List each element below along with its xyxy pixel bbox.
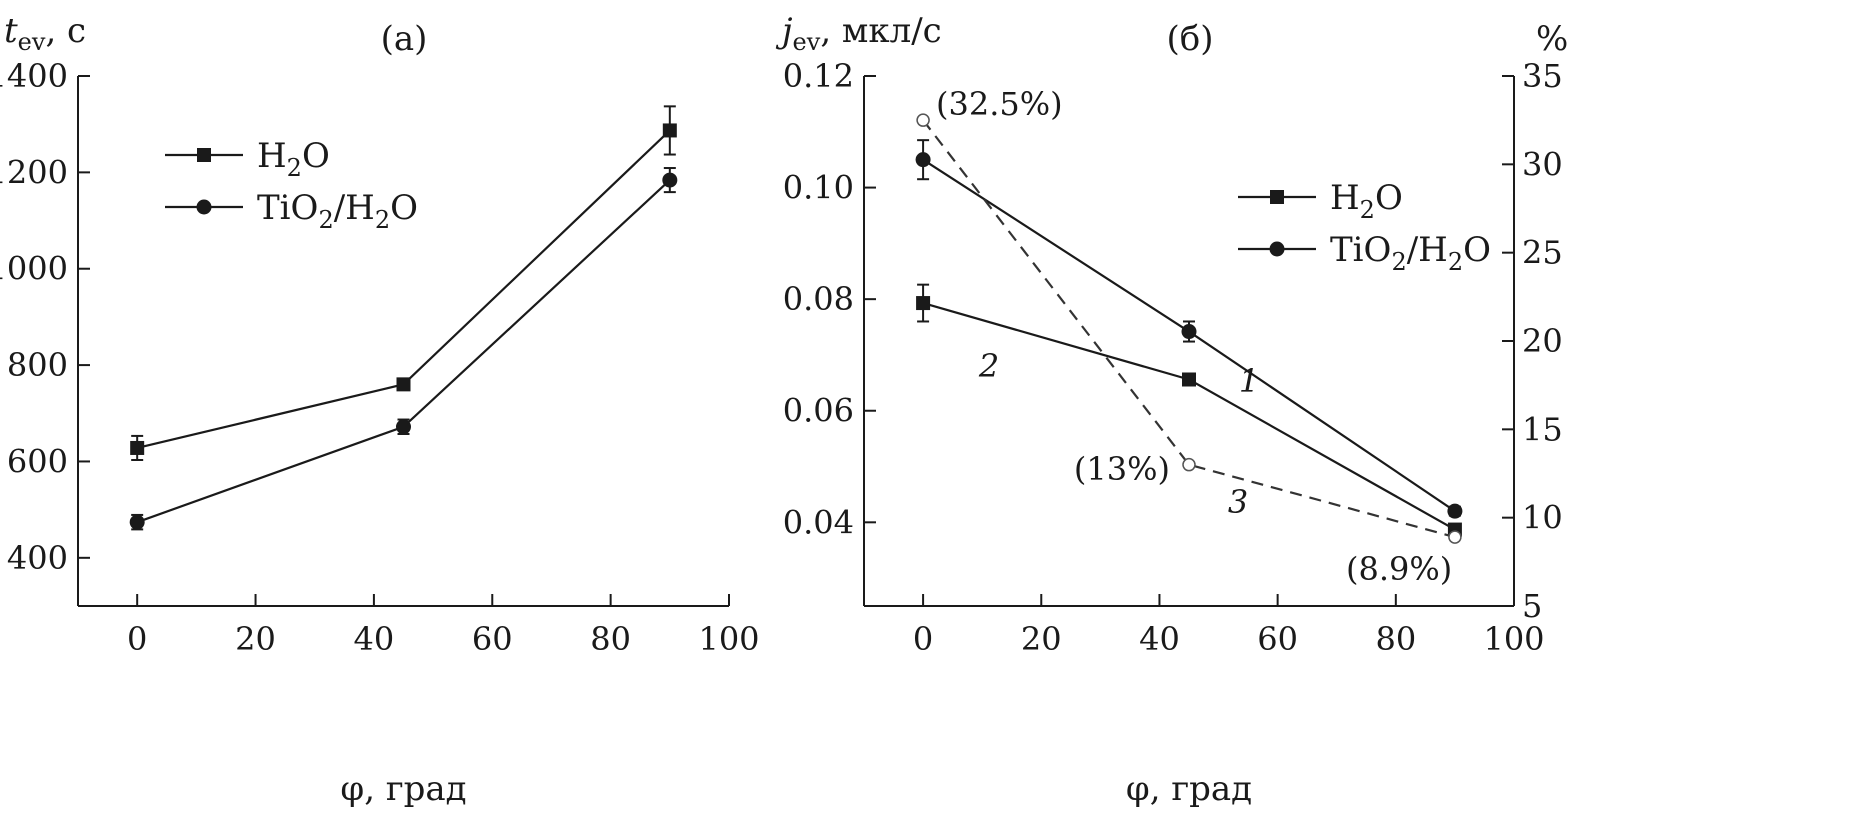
y-axis-label: jev, мкл/с bbox=[775, 11, 942, 56]
data-point bbox=[1182, 372, 1196, 387]
series-line bbox=[922, 119, 1456, 539]
legend-marker bbox=[1270, 190, 1284, 204]
y2-tick-label: 15 bbox=[1522, 410, 1563, 448]
data-point bbox=[1448, 530, 1462, 544]
x-tick-label: 100 bbox=[1483, 620, 1544, 658]
y-tick-label: 0.04 bbox=[783, 503, 854, 541]
data-point bbox=[396, 377, 411, 392]
curve-label: 1 bbox=[1239, 362, 1259, 400]
legend-label: H2O bbox=[1330, 178, 1403, 224]
x-tick-label: 20 bbox=[1021, 620, 1062, 658]
y-tick-label: 0.06 bbox=[783, 392, 854, 430]
y-tick-label: 800 bbox=[7, 346, 68, 384]
legend-marker bbox=[196, 199, 212, 215]
data-point bbox=[1182, 457, 1196, 472]
curve-label: 2 bbox=[978, 347, 999, 385]
y2-tick-label: 30 bbox=[1522, 145, 1563, 183]
data-point bbox=[662, 172, 678, 188]
panel-title: (а) bbox=[381, 19, 428, 59]
y-tick-label: 1400 bbox=[0, 57, 68, 95]
data-point bbox=[1181, 324, 1197, 340]
x-tick-label: 0 bbox=[913, 620, 933, 658]
legend-label: TiO2/H2O bbox=[257, 188, 418, 234]
data-point bbox=[396, 419, 411, 435]
data-point bbox=[916, 296, 931, 311]
x-tick-label: 40 bbox=[354, 620, 395, 658]
y2-tick-label: 35 bbox=[1522, 57, 1563, 95]
y-tick-label: 0.12 bbox=[783, 57, 854, 95]
y-tick-label: 0.08 bbox=[783, 280, 854, 318]
x-tick-label: 40 bbox=[1139, 620, 1180, 658]
y-axis-label: tev, с bbox=[4, 11, 86, 56]
y2-tick-label: 5 bbox=[1522, 587, 1542, 625]
x-tick-label: 80 bbox=[590, 620, 631, 658]
legend-marker bbox=[1269, 241, 1285, 257]
y-tick-label: 600 bbox=[7, 442, 68, 480]
x-tick-label: 60 bbox=[1257, 620, 1298, 658]
y2-axis-label: % bbox=[1536, 19, 1568, 59]
y-tick-label: 400 bbox=[7, 539, 68, 577]
legend-marker bbox=[197, 148, 211, 162]
data-point bbox=[1447, 503, 1463, 519]
percent-annotation: (8.9%) bbox=[1346, 550, 1452, 588]
legend-label: TiO2/H2O bbox=[1330, 230, 1491, 276]
data-point bbox=[129, 514, 145, 530]
series-line bbox=[136, 129, 671, 450]
x-tick-label: 100 bbox=[698, 620, 759, 658]
data-point bbox=[916, 113, 930, 127]
x-axis-label: φ, град bbox=[340, 769, 466, 809]
x-tick-label: 0 bbox=[127, 620, 147, 658]
chart-panel-b: 0 20 40 60 80 100 0.04 0.06 0.08 0.10 0.12 5 10 15 20 2… bbox=[775, 11, 1568, 809]
percent-annotation: (32.5%) bbox=[936, 85, 1063, 123]
y2-tick-label: 10 bbox=[1522, 499, 1563, 537]
x-tick-label: 60 bbox=[472, 620, 513, 658]
x-tick-label: 20 bbox=[235, 620, 276, 658]
data-point bbox=[130, 440, 145, 455]
series-line bbox=[136, 179, 671, 524]
data-point bbox=[915, 152, 931, 168]
panel-title: (б) bbox=[1167, 19, 1214, 59]
x-tick-label: 80 bbox=[1375, 620, 1416, 658]
y-tick-label: 1200 bbox=[0, 153, 68, 191]
y2-tick-label: 25 bbox=[1522, 234, 1563, 272]
data-point bbox=[662, 123, 677, 138]
y2-tick-label: 20 bbox=[1522, 322, 1563, 360]
percent-annotation: (13%) bbox=[1074, 450, 1170, 488]
legend-label: H2O bbox=[257, 136, 330, 182]
y-tick-label: 0.10 bbox=[783, 169, 854, 207]
curve-label: 3 bbox=[1228, 483, 1248, 521]
x-axis-label: φ, град bbox=[1126, 769, 1252, 809]
